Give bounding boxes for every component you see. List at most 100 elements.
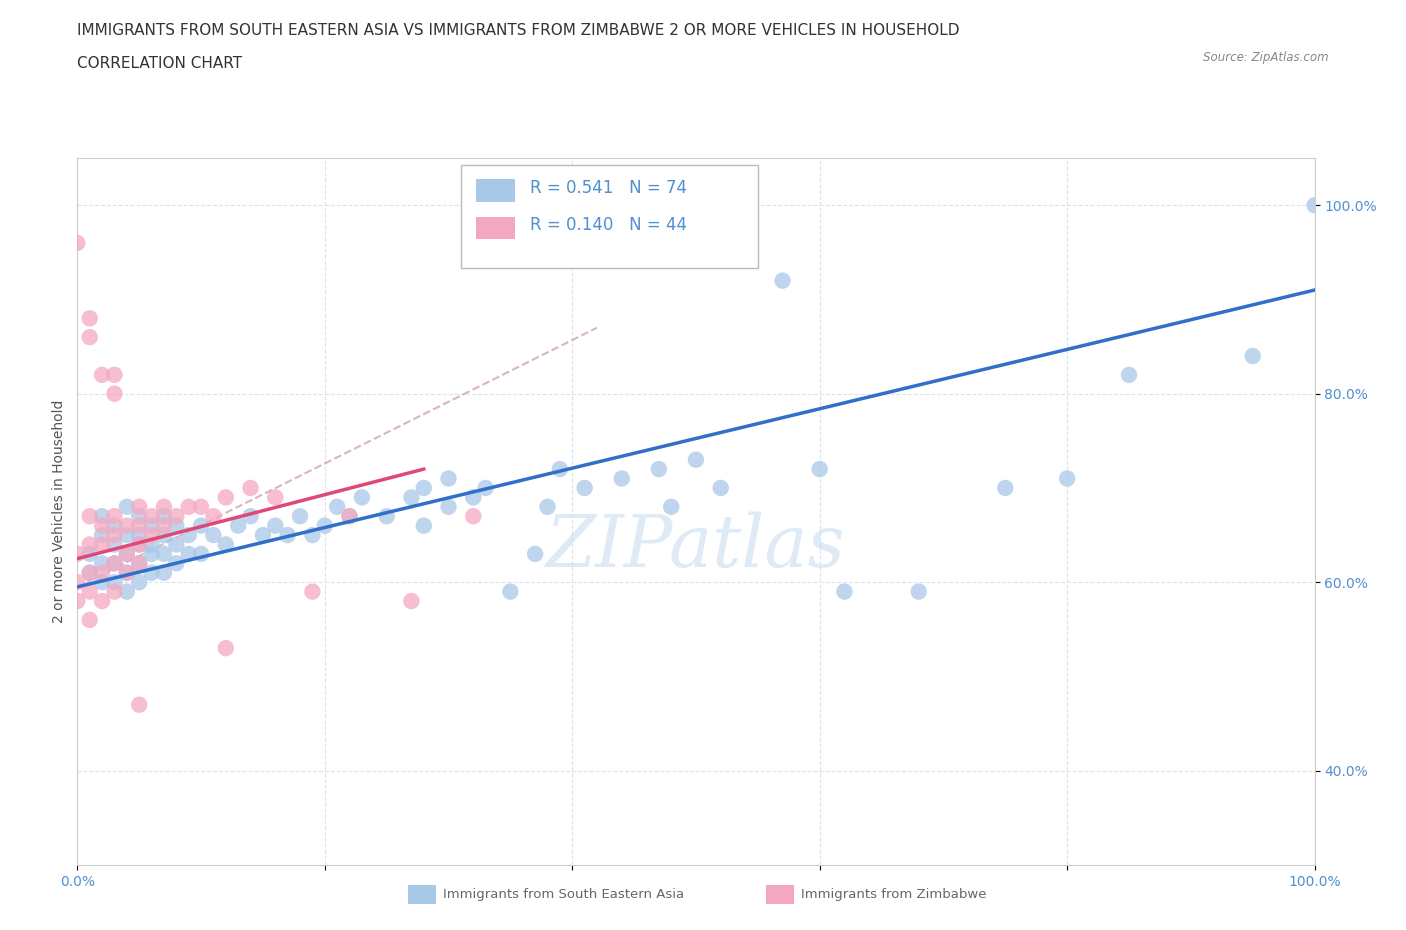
Point [66,593,89,608]
Point [401,490,423,505]
Point [79,584,101,599]
Point [103,518,125,533]
Point [153,547,176,562]
Point [115,547,138,562]
Point [79,537,101,551]
Point [128,527,150,542]
Point [153,509,176,524]
Point [103,556,125,571]
Point [685,452,707,467]
Point [79,565,101,580]
Point [165,556,187,571]
Point [141,509,163,524]
Point [215,537,238,551]
Point [79,330,101,345]
Point [103,509,125,524]
Point [177,527,200,542]
Point [115,565,138,580]
Point [339,509,361,524]
Point [215,641,238,656]
Point [177,547,200,562]
Point [128,698,150,712]
Point [524,547,547,562]
Point [437,472,460,486]
Text: Immigrants from Zimbabwe: Immigrants from Zimbabwe [801,888,987,901]
Point [103,575,125,590]
Point [79,311,101,325]
Point [536,499,558,514]
Text: Source: ZipAtlas.com: Source: ZipAtlas.com [1204,51,1329,64]
Point [1056,472,1078,486]
Text: CORRELATION CHART: CORRELATION CHART [77,56,242,71]
Point [314,518,336,533]
Point [103,584,125,599]
Point [1303,198,1326,213]
Point [301,584,323,599]
Point [103,556,125,571]
Point [153,527,176,542]
Point [91,593,114,608]
Point [994,481,1017,496]
Point [141,547,163,562]
Point [79,509,101,524]
Point [128,556,150,571]
Point [190,499,212,514]
Point [115,499,138,514]
Point [79,547,101,562]
Text: R = 0.140   N = 44: R = 0.140 N = 44 [530,217,688,234]
Point [710,481,733,496]
Text: R = 0.541   N = 74: R = 0.541 N = 74 [530,179,688,197]
Point [91,527,114,542]
Point [350,490,373,505]
Point [772,273,794,288]
Point [141,565,163,580]
Point [264,518,287,533]
Bar [475,179,516,202]
Point [128,537,150,551]
Point [91,367,114,382]
Point [165,509,187,524]
Point [153,499,176,514]
Point [103,537,125,551]
Point [128,518,150,533]
Point [66,547,89,562]
Point [177,499,200,514]
Point [288,509,311,524]
Point [91,509,114,524]
Point [574,481,596,496]
Point [252,527,274,542]
Point [301,527,323,542]
Point [115,565,138,580]
Point [141,527,163,542]
Point [401,593,423,608]
Point [91,537,114,551]
Point [277,527,299,542]
Y-axis label: 2 or more Vehicles in Household: 2 or more Vehicles in Household [52,400,66,623]
Point [648,461,671,476]
Bar [475,217,516,239]
Point [548,461,571,476]
Point [437,499,460,514]
Point [339,509,361,524]
Point [326,499,349,514]
FancyBboxPatch shape [461,166,758,268]
Point [202,527,225,542]
Point [103,386,125,401]
Point [1241,349,1264,364]
Point [264,490,287,505]
Point [115,527,138,542]
Point [115,547,138,562]
Point [165,518,187,533]
Point [141,518,163,533]
Point [128,499,150,514]
Point [190,547,212,562]
Point [128,537,150,551]
Point [834,584,856,599]
Point [463,490,485,505]
Point [153,518,176,533]
Point [499,584,522,599]
Point [115,584,138,599]
Text: Immigrants from South Eastern Asia: Immigrants from South Eastern Asia [443,888,683,901]
Point [474,481,496,496]
Point [190,518,212,533]
